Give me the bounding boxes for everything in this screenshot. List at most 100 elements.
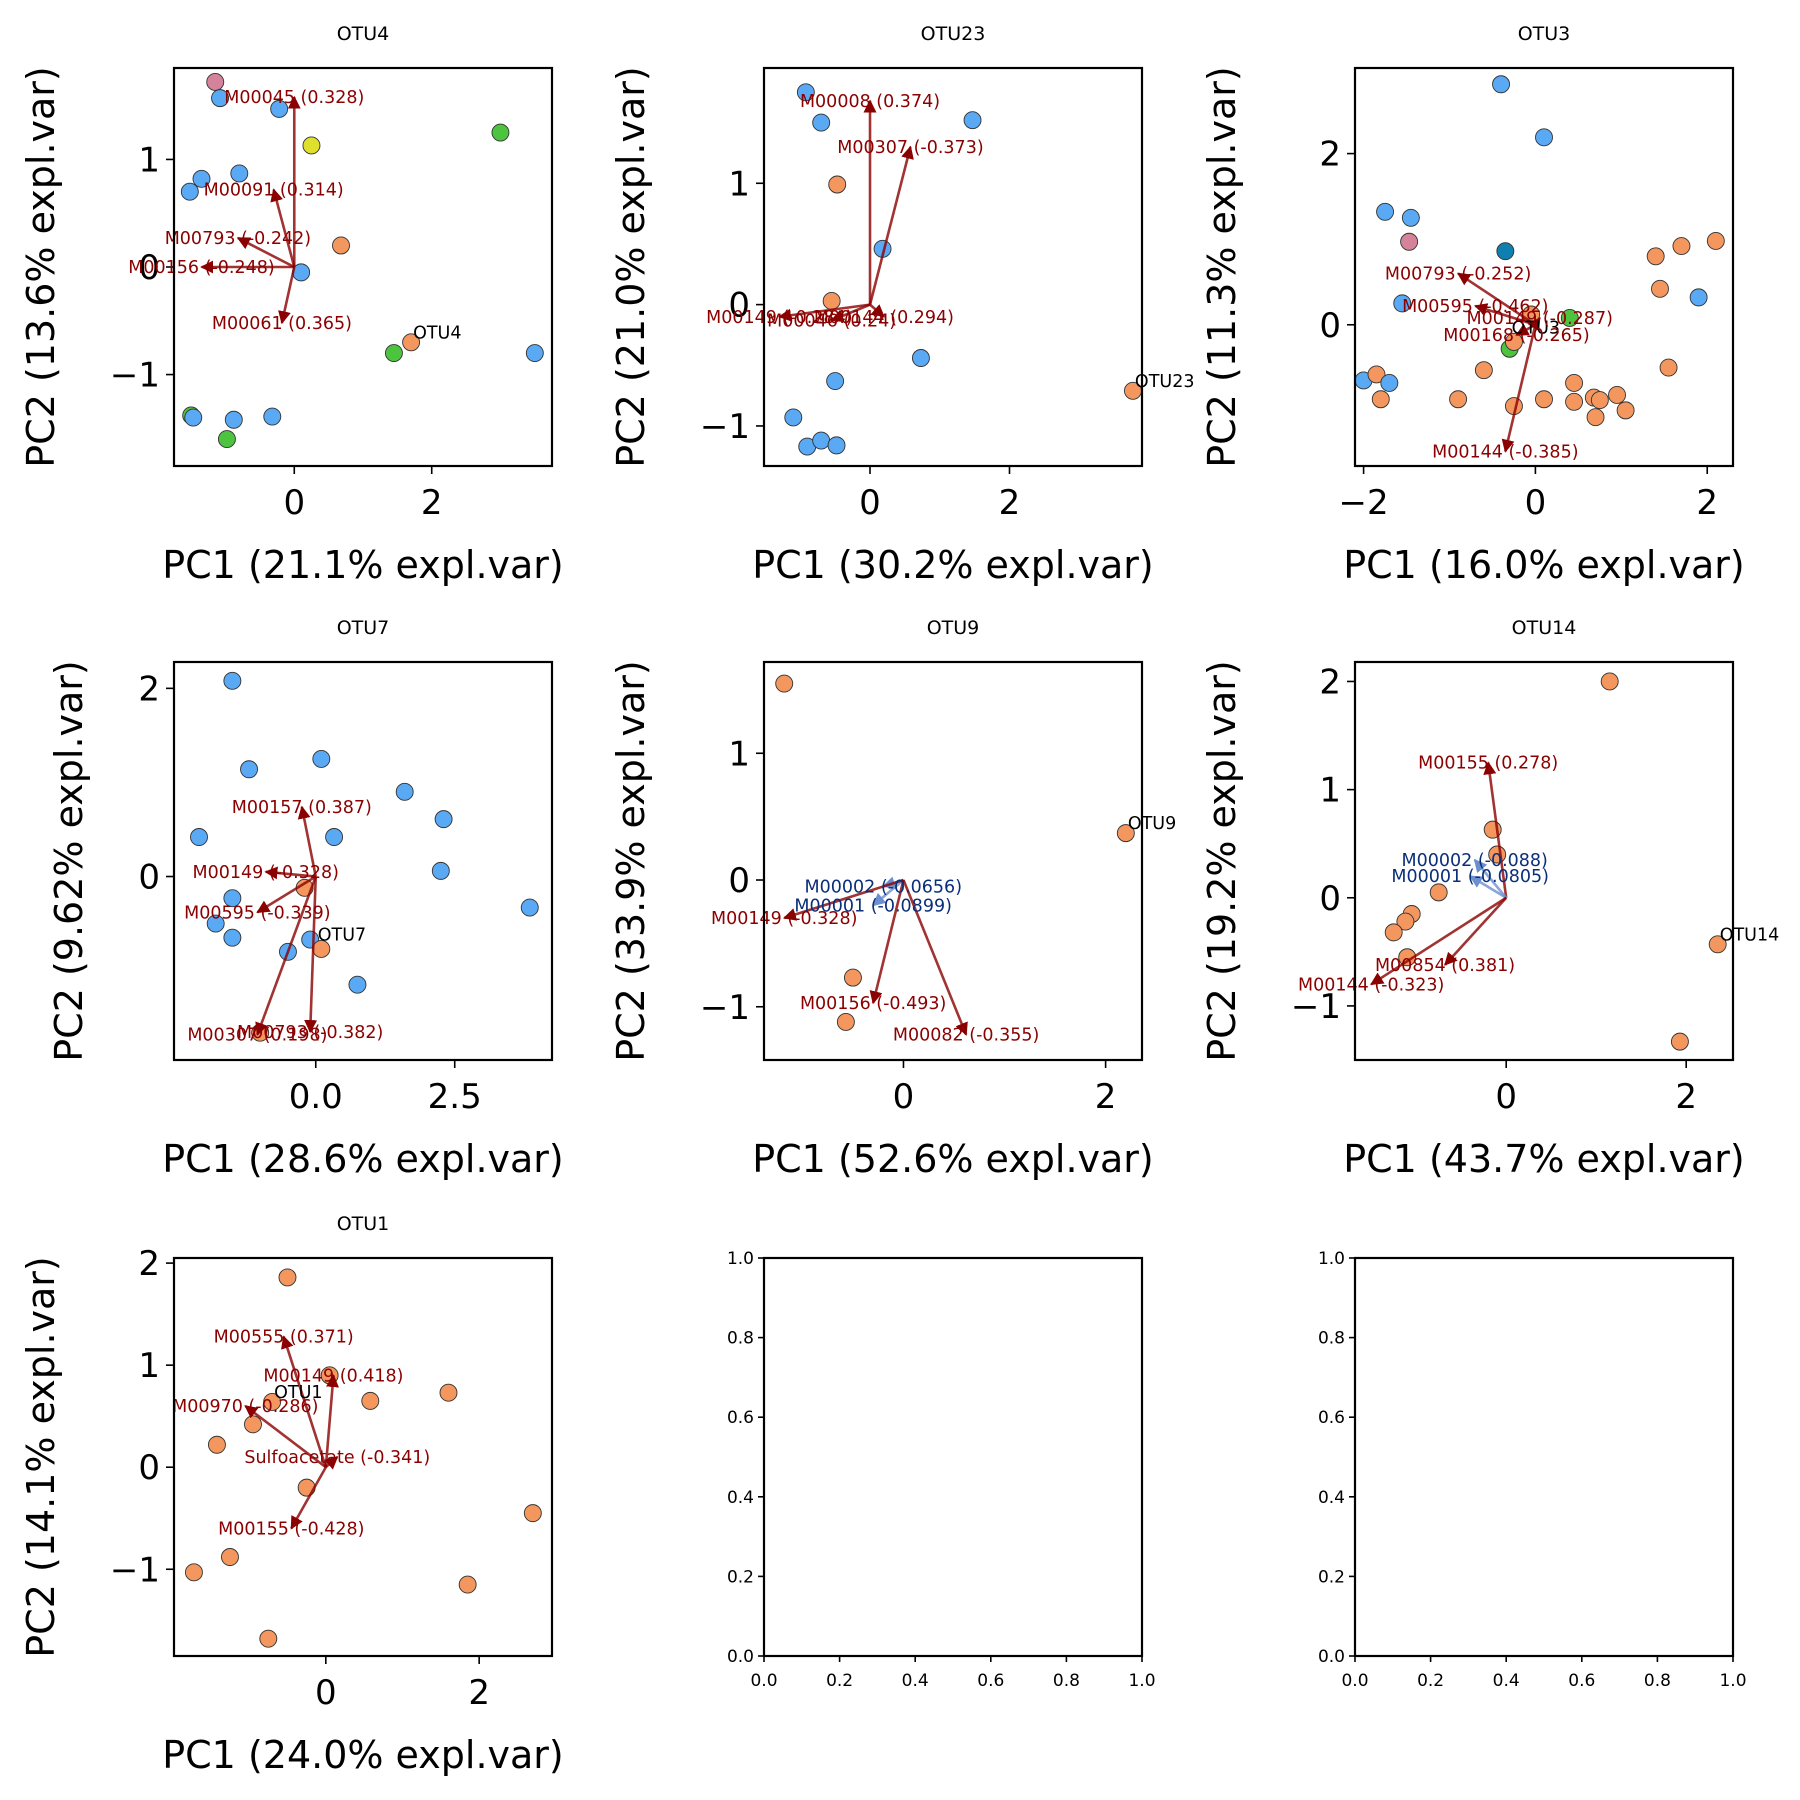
loading-label: M00046 (0.24) [767,311,896,331]
x-tick-label: 0 [1525,483,1547,523]
x-axis-label: PC1 (21.1% expl.var) [162,543,564,587]
x-tick-label: 0 [859,483,881,523]
y-tick-label: 1.0 [1318,1249,1345,1269]
y-tick-label: 0.0 [1318,1647,1345,1667]
loading-label: M00555 (0.371) [214,1328,354,1348]
x-tick-label: 1.0 [1719,1671,1746,1691]
sample-point [458,1575,477,1594]
sample-point [1670,1032,1689,1051]
x-tick-label: 0 [315,1673,337,1713]
loading-arrow [778,303,871,322]
sample-point [240,760,258,779]
loading-arrow [270,188,296,268]
x-tick-label: 2.5 [428,1077,482,1117]
loading-label: M00149 (-0.287) [1467,309,1613,329]
loading-label: M00144 (-0.385) [1432,442,1578,462]
sample-point [812,113,831,132]
sample-point [434,810,453,829]
loading-label: M00793 (-0.252) [1385,264,1531,284]
loading-arrow [324,1374,339,1468]
plot-content [778,83,1142,456]
x-tick-label: 0 [283,483,305,523]
loading-arrow [281,1335,328,1468]
subplot-1: 0 2 −1 0 1 OTU4 PC1 (21.1% expl.var) PC2 (13.6%… [19,23,564,587]
loading-arrow [1527,316,1541,332]
sample-point [223,671,242,690]
subplot-8: 0.0 0.2 0.4 0.6 0.8 1.0 0.0 0.2 0.4 0.6 0.8 1.0 [727,1249,1156,1691]
y-tick-label: 0.0 [727,1647,754,1667]
sample-point [843,968,862,987]
subplot-6: 0 2 −1 0 1 2 OTU14 PC1 (43.7% expl.var) PC2 (19.… [1200,617,1779,1181]
subplot-title: OTU1 [337,1213,390,1235]
plot-content [1370,672,1727,1051]
sample-point [395,782,414,801]
sample-point [325,828,344,846]
loading-label: M00595 (-0.462) [1402,297,1548,317]
loading-label: M00156 (-0.248) [128,258,274,278]
sample-point [184,408,203,427]
y-tick-label: 2 [1319,662,1341,702]
point-label: OTU9 [1128,814,1176,834]
loading-arrow [278,266,296,325]
subplot-title: OTU4 [337,23,390,45]
loading-arrow [1474,303,1536,327]
loading-arrow [304,876,318,1034]
sample-point [1659,358,1678,377]
loading-arrow [256,875,317,914]
y-tick-label: 2 [138,669,160,709]
sample-point [1651,279,1669,298]
plot-area [174,662,552,1060]
loading-label: M00793 (-0.382) [237,1023,383,1043]
sample-point [491,123,510,142]
loading-label: M00045 (0.328) [224,88,364,108]
y-tick-label: 1 [1319,771,1341,811]
sample-point [192,169,211,188]
sample-point [1616,401,1635,420]
x-tick-label: 0.6 [977,1671,1004,1691]
loading-label: M00002 (-0.0656) [804,877,962,897]
x-tick-label: 0.0 [289,1077,343,1117]
loading-arrow [869,303,885,318]
x-tick-label: 2 [1095,1077,1117,1117]
sample-point [312,749,331,768]
sample-point [1600,672,1619,691]
sample-point [1535,390,1553,409]
y-tick-label: 2 [138,1244,160,1284]
loading-arrow [1457,272,1537,326]
y-tick-label: −1 [1291,987,1341,1027]
sample-point [1689,288,1708,307]
loading-arrow [297,805,318,877]
x-axis-label: PC1 (30.2% expl.var) [752,543,1154,587]
sample-point [1396,912,1415,931]
point-label: OTU7 [318,925,366,945]
loading-arrow [1473,858,1508,899]
sample-point [828,175,847,194]
sample-point [1116,824,1135,843]
sample-point [190,828,208,846]
sample-point [1646,247,1665,266]
sample-point [1384,923,1403,942]
sample-point [402,333,421,352]
sample-point [223,889,242,908]
sample-point [1586,408,1605,427]
y-axis-label: PC2 (33.9% expl.var) [609,660,653,1062]
sample-point [1429,883,1448,902]
x-tick-label: 2 [468,1673,490,1713]
y-tick-label: 1 [138,140,160,180]
plot-area [764,68,1142,466]
x-tick-label: 0.2 [826,1671,853,1691]
sample-point [775,674,794,693]
sample-point [217,430,236,449]
loading-label: M00002 (-0.088) [1401,851,1547,871]
subplot-title: OTU9 [927,617,980,639]
sample-point [1560,308,1579,327]
loading-label: Sulfoacetate (-0.341) [244,1448,430,1468]
loading-arrow [290,1466,327,1530]
x-tick-label: 2 [421,483,443,523]
loading-arrow [869,879,905,1005]
sample-point [1565,392,1584,411]
sample-point [384,344,403,363]
loading-arrow [244,1404,327,1469]
sample-point [259,1629,278,1648]
plot-area [1355,1258,1733,1656]
